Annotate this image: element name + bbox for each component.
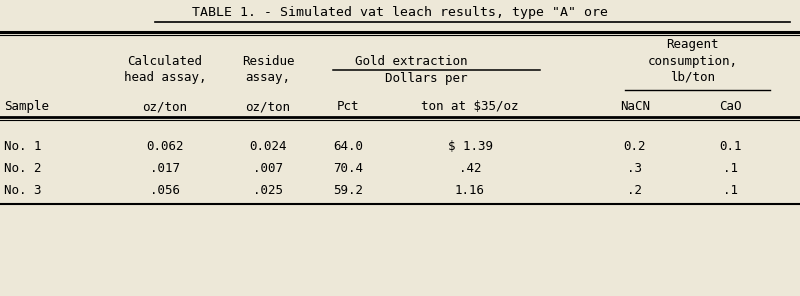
- Text: oz/ton: oz/ton: [142, 100, 187, 113]
- Text: .1: .1: [722, 162, 738, 175]
- Text: No. 2: No. 2: [4, 162, 42, 175]
- Text: TABLE 1. - Simulated vat leach results, type "A" ore: TABLE 1. - Simulated vat leach results, …: [192, 6, 608, 19]
- Text: 70.4: 70.4: [333, 162, 363, 175]
- Text: .007: .007: [253, 162, 283, 175]
- Text: 59.2: 59.2: [333, 184, 363, 197]
- Text: Gold extraction: Gold extraction: [355, 55, 468, 68]
- Text: oz/ton: oz/ton: [246, 100, 290, 113]
- Text: Dollars per: Dollars per: [386, 72, 468, 85]
- Text: CaO: CaO: [718, 100, 742, 113]
- Text: 0.024: 0.024: [250, 140, 286, 153]
- Text: Sample: Sample: [4, 100, 49, 113]
- Text: .025: .025: [253, 184, 283, 197]
- Text: $ 1.39: $ 1.39: [447, 140, 493, 153]
- Text: .056: .056: [150, 184, 180, 197]
- Text: 64.0: 64.0: [333, 140, 363, 153]
- Text: .42: .42: [458, 162, 482, 175]
- Text: Residue
assay,: Residue assay,: [242, 55, 294, 84]
- Text: .017: .017: [150, 162, 180, 175]
- Text: .1: .1: [722, 184, 738, 197]
- Text: No. 1: No. 1: [4, 140, 42, 153]
- Text: Pct: Pct: [337, 100, 359, 113]
- Text: 1.16: 1.16: [455, 184, 485, 197]
- Text: .2: .2: [627, 184, 642, 197]
- Text: 0.062: 0.062: [146, 140, 184, 153]
- Text: ton at $35/oz: ton at $35/oz: [422, 100, 518, 113]
- Text: 0.1: 0.1: [718, 140, 742, 153]
- Text: 0.2: 0.2: [624, 140, 646, 153]
- Text: Reagent
consumption,
lb/ton: Reagent consumption, lb/ton: [647, 38, 738, 84]
- Text: .3: .3: [627, 162, 642, 175]
- Text: NaCN: NaCN: [620, 100, 650, 113]
- Text: No. 3: No. 3: [4, 184, 42, 197]
- Text: Calculated
head assay,: Calculated head assay,: [124, 55, 206, 84]
